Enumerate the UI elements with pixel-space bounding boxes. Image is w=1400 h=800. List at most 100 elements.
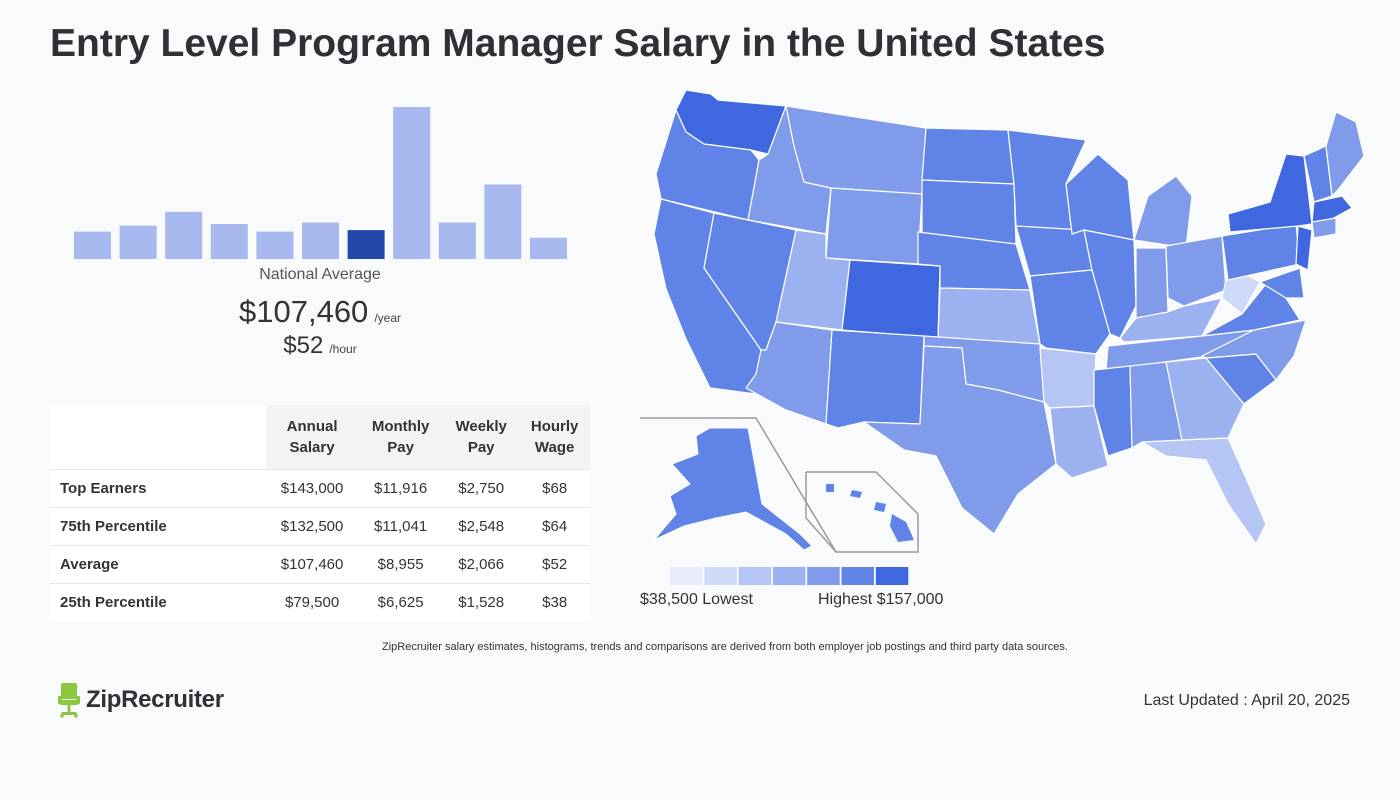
cell-annual: $143,000 bbox=[266, 469, 359, 508]
salary-table: Annual Salary Monthly Pay Weekly Pay Hourly… bbox=[50, 405, 590, 621]
cell-annual: $132,500 bbox=[266, 507, 359, 546]
histogram-bar bbox=[210, 224, 248, 259]
state-west-virginia bbox=[1221, 273, 1261, 315]
header-annual-salary: Annual Salary bbox=[266, 405, 359, 470]
cell-hourly: $68 bbox=[519, 469, 590, 508]
map-states bbox=[653, 89, 1365, 545]
legend-swatch bbox=[772, 567, 806, 585]
state-new-jersey bbox=[1295, 225, 1313, 271]
state-louisiana bbox=[1049, 405, 1109, 479]
state-massachusetts bbox=[1311, 195, 1353, 223]
histogram-bar bbox=[393, 107, 431, 259]
state-mississippi bbox=[1093, 365, 1133, 457]
annual-unit: /year bbox=[374, 311, 401, 325]
legend-swatch bbox=[738, 567, 772, 585]
state-wisconsin bbox=[1065, 153, 1135, 241]
page-title: Entry Level Program Manager Salary in th… bbox=[50, 22, 1106, 65]
state-kentucky bbox=[1119, 297, 1223, 343]
table-row: 25th Percentile $79,500 $6,625 $1,528 $3… bbox=[50, 583, 590, 621]
state-new-mexico bbox=[825, 329, 925, 429]
hawaii-island-maui bbox=[874, 502, 886, 512]
cell-monthly: $11,041 bbox=[358, 507, 444, 546]
alaska-inset-frame bbox=[640, 417, 837, 553]
histogram-bar bbox=[165, 211, 203, 259]
alaska-inset bbox=[640, 417, 837, 553]
header-corner bbox=[50, 405, 266, 470]
cell-weekly: $2,750 bbox=[443, 469, 520, 508]
histogram-bar bbox=[484, 184, 522, 259]
state-indiana bbox=[1135, 247, 1169, 319]
table-row: Top Earners $143,000 $11,916 $2,750 $68 bbox=[50, 469, 590, 508]
cell-hourly: $64 bbox=[519, 507, 590, 546]
header-monthly-pay: Monthly Pay bbox=[358, 405, 444, 470]
hawaii-inset-frame bbox=[805, 471, 919, 553]
state-colorado bbox=[841, 259, 941, 339]
state-ohio bbox=[1165, 235, 1227, 307]
histogram-bar bbox=[530, 237, 567, 259]
cell-monthly: $11,916 bbox=[358, 469, 444, 508]
state-kansas bbox=[937, 287, 1041, 345]
table-row: Average $107,460 $8,955 $2,066 $52 bbox=[50, 545, 590, 584]
histogram-bar-average bbox=[347, 230, 385, 259]
hawaii-island-kauai bbox=[826, 484, 834, 492]
histogram-bar bbox=[74, 231, 111, 259]
last-updated: Last Updated : April 20, 2025 bbox=[1143, 692, 1350, 709]
state-texas bbox=[863, 345, 1057, 535]
cell-weekly: $2,066 bbox=[443, 545, 520, 584]
state-arkansas bbox=[1039, 347, 1097, 409]
legend-swatch bbox=[704, 567, 737, 585]
state-north-dakota bbox=[921, 127, 1015, 185]
state-iowa bbox=[1015, 225, 1093, 277]
hourly-wage-value: $52 bbox=[283, 332, 324, 359]
national-average-label: National Average bbox=[259, 266, 381, 283]
header-hourly-wage: Hourly Wage bbox=[519, 405, 590, 470]
national-average-hourly: $52/hour bbox=[50, 332, 590, 360]
cell-annual: $79,500 bbox=[266, 583, 359, 621]
cell-monthly: $6,625 bbox=[358, 583, 444, 621]
cell-hourly: $52 bbox=[519, 545, 590, 584]
legend-low-label: $38,500 Lowest bbox=[640, 591, 753, 608]
state-georgia bbox=[1165, 357, 1245, 441]
state-connecticut-ri bbox=[1311, 217, 1337, 239]
map-legend-scale bbox=[670, 567, 909, 585]
state-wyoming bbox=[825, 187, 923, 265]
cell-hourly: $38 bbox=[519, 583, 590, 621]
histogram-bar bbox=[438, 222, 476, 259]
legend-swatch bbox=[875, 567, 909, 585]
state-new-york bbox=[1227, 153, 1313, 233]
row-label: Average bbox=[50, 545, 266, 584]
cell-weekly: $2,548 bbox=[443, 507, 520, 546]
row-label: 25th Percentile bbox=[50, 583, 266, 621]
cell-annual: $107,460 bbox=[266, 545, 359, 584]
row-label: 75th Percentile bbox=[50, 507, 266, 546]
hawaii-inset bbox=[805, 471, 919, 553]
cell-monthly: $8,955 bbox=[358, 545, 444, 584]
state-alaska bbox=[653, 427, 813, 551]
annual-salary-value: $107,460 bbox=[239, 294, 369, 329]
histogram-bar bbox=[119, 225, 157, 259]
logo-text: ZipRecruiter bbox=[86, 686, 224, 713]
hourly-unit: /hour bbox=[329, 342, 357, 356]
state-michigan bbox=[1133, 175, 1193, 249]
histogram-bar bbox=[256, 231, 294, 259]
salary-histogram bbox=[74, 107, 567, 259]
ziprecruiter-logo[interactable]: ZipRecruiter bbox=[58, 682, 224, 718]
legend-high-label: Highest $157,000 bbox=[818, 591, 944, 608]
header-weekly-pay: Weekly Pay bbox=[443, 405, 520, 470]
hawaii-island-oahu bbox=[850, 490, 862, 498]
cell-weekly: $1,528 bbox=[443, 583, 520, 621]
data-source-note: ZipRecruiter salary estimates, histogram… bbox=[382, 641, 1068, 653]
state-montana bbox=[785, 105, 927, 195]
legend-swatch bbox=[841, 567, 874, 585]
row-label: Top Earners bbox=[50, 469, 266, 508]
national-average-annual: $107,460/year bbox=[50, 294, 590, 330]
state-maryland-delaware bbox=[1259, 267, 1305, 299]
legend-swatch bbox=[670, 567, 703, 585]
table-row: 75th Percentile $132,500 $11,041 $2,548 … bbox=[50, 507, 590, 546]
state-maine bbox=[1325, 111, 1365, 197]
us-salary-map bbox=[640, 89, 1365, 553]
legend-swatch bbox=[807, 567, 840, 585]
chair-icon bbox=[58, 683, 80, 718]
state-hawaii bbox=[890, 514, 914, 542]
salary-table-header: Annual Salary Monthly Pay Weekly Pay Hourly… bbox=[50, 405, 590, 470]
